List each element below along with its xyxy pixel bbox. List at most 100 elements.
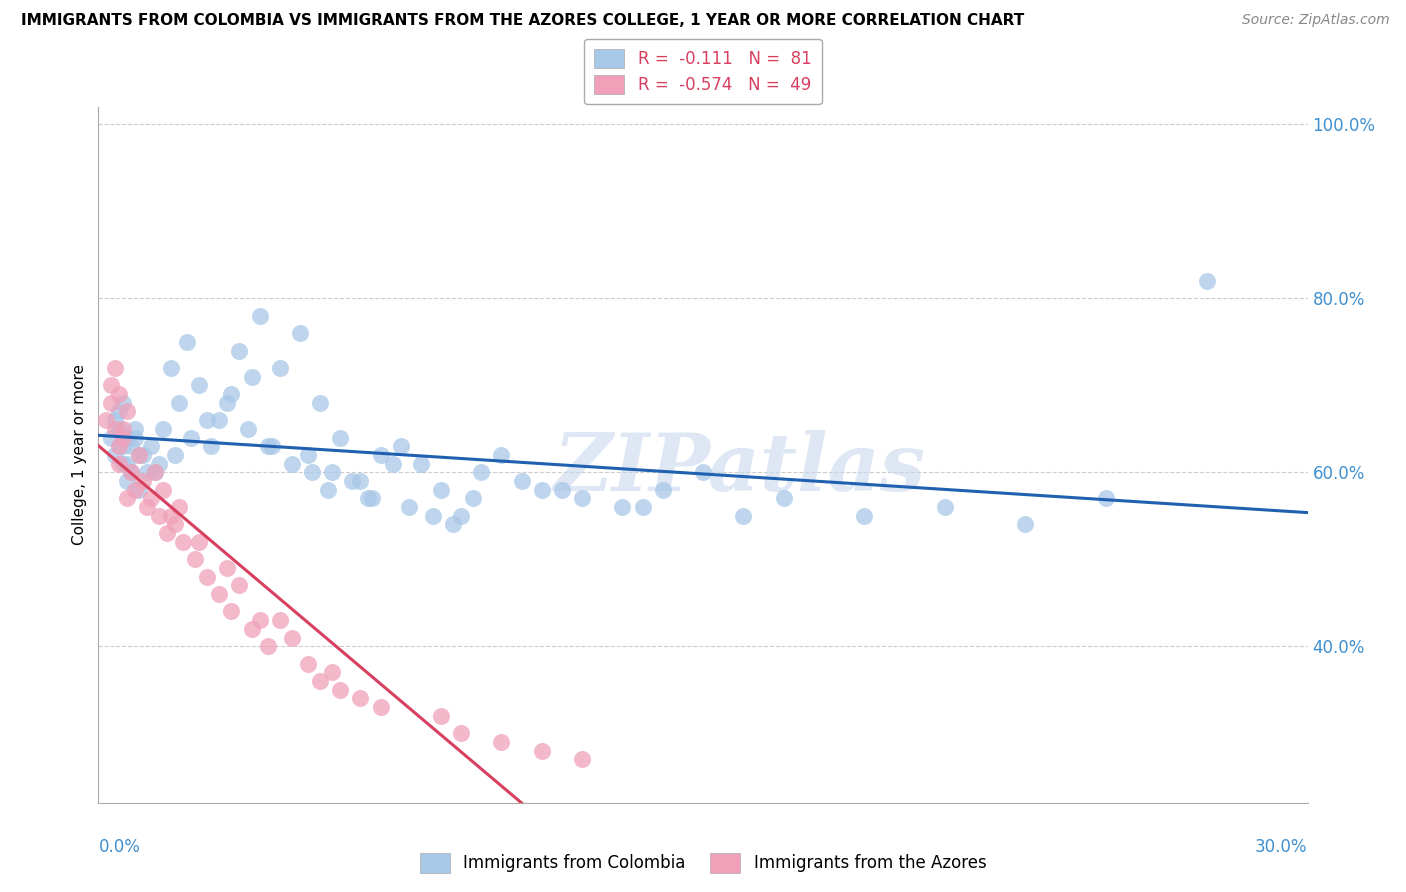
Point xyxy=(180,431,202,445)
Point xyxy=(631,500,654,514)
Point xyxy=(853,508,876,523)
Point xyxy=(361,491,384,506)
Y-axis label: College, 1 year or more: College, 1 year or more xyxy=(72,365,87,545)
Point xyxy=(309,674,332,689)
Point xyxy=(188,378,211,392)
Point xyxy=(107,422,129,436)
Point xyxy=(370,448,392,462)
Point xyxy=(143,466,166,480)
Point xyxy=(551,483,574,497)
Point xyxy=(143,466,166,480)
Point xyxy=(167,396,190,410)
Point xyxy=(160,360,183,375)
Point xyxy=(120,439,142,453)
Point xyxy=(389,439,412,453)
Point xyxy=(124,422,146,436)
Point xyxy=(167,500,190,514)
Point xyxy=(772,491,794,506)
Point xyxy=(1095,491,1118,506)
Point xyxy=(176,334,198,349)
Point xyxy=(240,369,263,384)
Point xyxy=(195,570,218,584)
Point xyxy=(128,448,150,462)
Point xyxy=(128,483,150,497)
Point xyxy=(281,631,304,645)
Point xyxy=(195,413,218,427)
Point xyxy=(100,396,122,410)
Point xyxy=(430,708,453,723)
Text: 0.0%: 0.0% xyxy=(98,838,141,855)
Point xyxy=(132,474,155,488)
Point xyxy=(236,422,259,436)
Point xyxy=(103,360,125,375)
Point xyxy=(135,466,157,480)
Point xyxy=(139,491,162,506)
Point xyxy=(256,639,278,653)
Point xyxy=(692,466,714,480)
Point xyxy=(316,483,339,497)
Point xyxy=(124,483,146,497)
Point xyxy=(160,508,183,523)
Point xyxy=(309,396,332,410)
Point xyxy=(256,439,278,453)
Point xyxy=(115,404,138,418)
Text: ZIPatlas: ZIPatlas xyxy=(553,430,925,508)
Point xyxy=(612,500,634,514)
Text: 30.0%: 30.0% xyxy=(1256,838,1308,855)
Point xyxy=(107,439,129,453)
Point xyxy=(260,439,283,453)
Point xyxy=(297,448,319,462)
Point xyxy=(103,448,125,462)
Point xyxy=(301,466,323,480)
Point xyxy=(103,413,125,427)
Point xyxy=(111,431,134,445)
Point xyxy=(1195,274,1218,288)
Point xyxy=(249,613,271,627)
Point xyxy=(349,691,371,706)
Point xyxy=(148,457,170,471)
Point xyxy=(115,457,138,471)
Point xyxy=(321,665,343,680)
Point xyxy=(184,552,207,566)
Point xyxy=(208,587,231,601)
Point xyxy=(463,491,485,506)
Point xyxy=(100,431,122,445)
Point xyxy=(163,517,186,532)
Point xyxy=(510,474,533,488)
Point xyxy=(107,387,129,401)
Point xyxy=(571,491,593,506)
Point xyxy=(329,682,352,697)
Point xyxy=(249,309,271,323)
Point xyxy=(269,613,291,627)
Point xyxy=(128,448,150,462)
Point xyxy=(409,457,432,471)
Legend: Immigrants from Colombia, Immigrants from the Azores: Immigrants from Colombia, Immigrants fro… xyxy=(413,847,993,880)
Point xyxy=(342,474,364,488)
Point xyxy=(100,378,122,392)
Point xyxy=(571,752,593,766)
Point xyxy=(152,483,174,497)
Point xyxy=(120,466,142,480)
Point xyxy=(115,474,138,488)
Point xyxy=(733,508,755,523)
Point xyxy=(281,457,304,471)
Point xyxy=(188,535,211,549)
Point xyxy=(450,726,472,740)
Point xyxy=(200,439,222,453)
Point xyxy=(357,491,380,506)
Point xyxy=(430,483,453,497)
Point xyxy=(228,578,250,592)
Point xyxy=(1014,517,1036,532)
Point xyxy=(156,526,179,541)
Point xyxy=(240,622,263,636)
Point xyxy=(107,439,129,453)
Text: Source: ZipAtlas.com: Source: ZipAtlas.com xyxy=(1241,13,1389,28)
Point xyxy=(107,457,129,471)
Point xyxy=(139,439,162,453)
Point xyxy=(115,491,138,506)
Point xyxy=(132,448,155,462)
Point xyxy=(422,508,444,523)
Point xyxy=(115,431,138,445)
Point xyxy=(349,474,371,488)
Point xyxy=(120,466,142,480)
